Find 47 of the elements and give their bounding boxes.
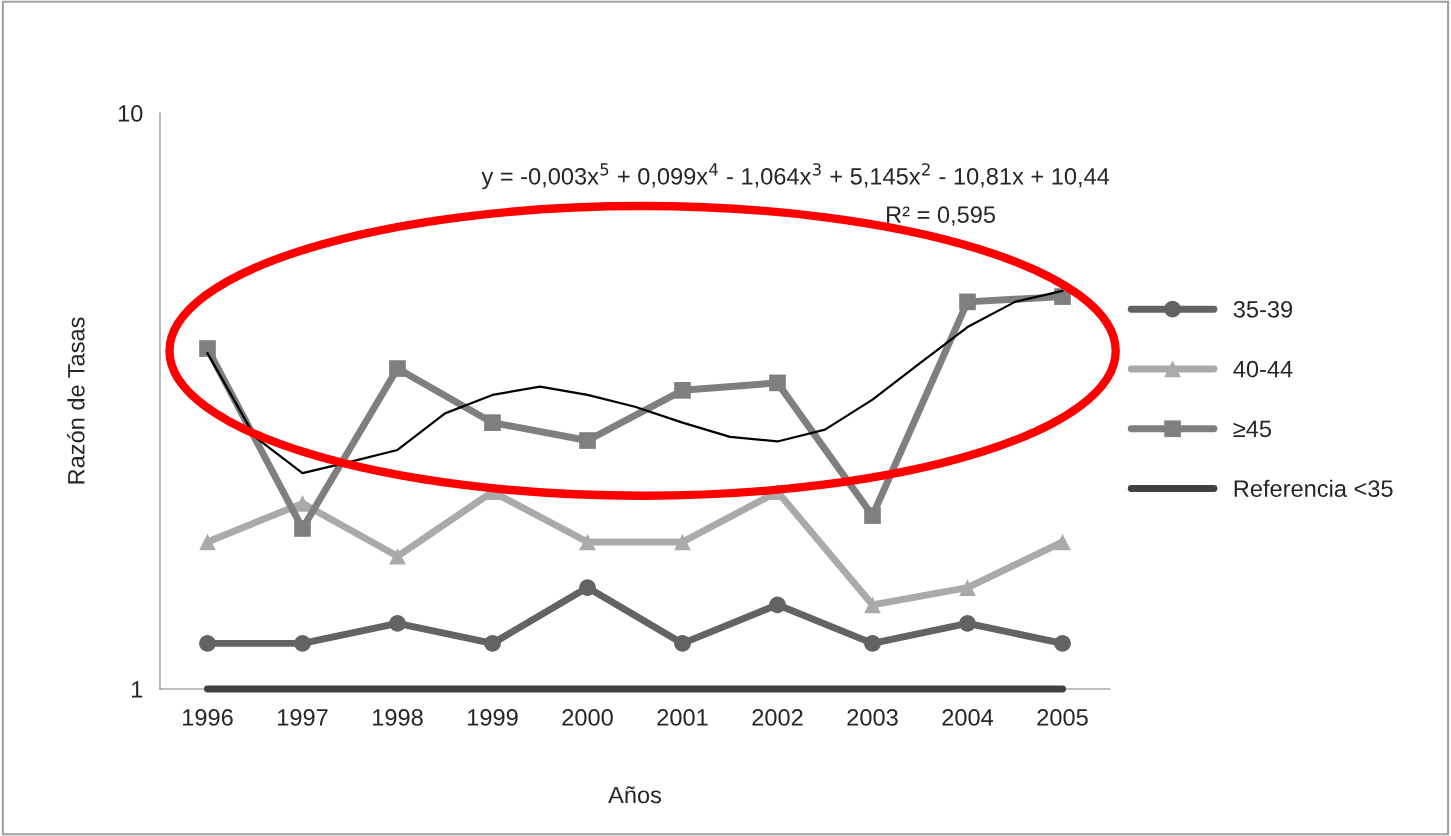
point	[484, 414, 501, 431]
x-tick-label: 1997	[278, 709, 328, 726]
annotation: R² = 0,595	[887, 206, 996, 226]
point	[959, 293, 976, 311]
point	[769, 596, 786, 614]
point	[1054, 533, 1071, 551]
point	[864, 507, 881, 524]
point	[199, 635, 216, 652]
x-tick-label: 2004	[942, 709, 994, 726]
x-tick-label: 2000	[562, 709, 613, 726]
point	[484, 635, 501, 652]
point	[674, 382, 691, 399]
point	[579, 579, 596, 596]
x-tick-label: 1998	[373, 709, 423, 726]
x-tick-label: 2003	[847, 709, 898, 726]
legend-label: Referencia <35	[1234, 479, 1393, 498]
point	[199, 340, 216, 357]
legend-label: 35-39	[1233, 300, 1293, 318]
point	[294, 495, 311, 512]
point	[769, 374, 786, 392]
point	[294, 520, 311, 537]
point	[864, 596, 881, 614]
point	[389, 547, 406, 565]
point	[199, 533, 216, 551]
point	[959, 579, 976, 596]
x-tick-label: 2002	[752, 709, 803, 726]
point	[864, 635, 881, 652]
point	[389, 360, 406, 377]
legend-label: 40-44	[1233, 360, 1293, 378]
point	[959, 615, 976, 632]
text: y = -0,003x$^{5}$ + 0,099x$^{4}$ - 1,064x$^{3}$ + 5,145x$^{2}$ - 10,81x + 10,44	[481, 163, 1110, 190]
point	[389, 615, 406, 632]
point	[294, 635, 311, 652]
point	[674, 533, 691, 551]
y-axis-title: Razón de Tasas	[67, 317, 85, 484]
x-tick-label: 1999	[468, 709, 518, 726]
y-tick-label: 1	[132, 681, 143, 698]
x-tick-label: 2005	[1037, 709, 1088, 726]
x-tick-label: 1996	[183, 709, 233, 726]
y-tick-label: 10	[118, 105, 143, 122]
point	[579, 533, 596, 551]
legend-label: ≥45	[1233, 420, 1272, 438]
x-axis-title: Años	[608, 786, 662, 804]
point	[579, 432, 596, 449]
point	[674, 635, 691, 652]
point	[1054, 635, 1071, 652]
x-tick-label: 2001	[657, 709, 708, 726]
